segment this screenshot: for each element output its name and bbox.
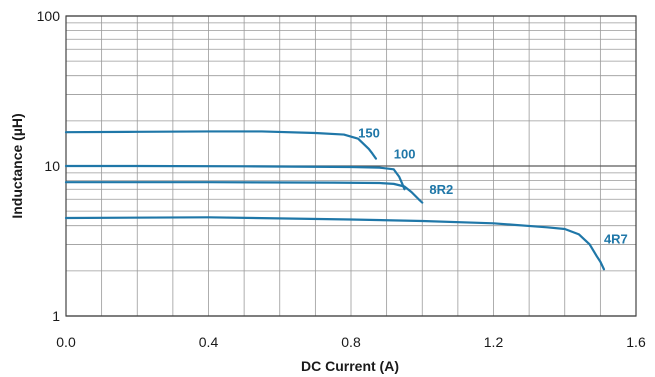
series-label-4r7: 4R7 xyxy=(604,231,628,246)
series-labels: 150 100 8R2 4R7 xyxy=(358,125,628,246)
series-label-100: 100 xyxy=(394,147,416,162)
series-lines xyxy=(64,130,606,271)
series-line-4r7 xyxy=(64,216,606,271)
series-label-150: 150 xyxy=(358,125,380,140)
y-tick-label: 10 xyxy=(44,158,60,174)
series-label-8r2: 8R2 xyxy=(429,182,453,197)
x-axis-title: DC Current (A) xyxy=(301,358,399,374)
grid xyxy=(65,15,637,317)
tick-labels: 0.0 0.4 0.8 1.2 1.6 1 10 100 xyxy=(37,8,646,350)
x-tick-label: 0.8 xyxy=(341,334,361,350)
x-tick-label: 0.4 xyxy=(199,334,219,350)
x-tick-label: 1.2 xyxy=(484,334,504,350)
x-tick-label: 0.0 xyxy=(56,334,76,350)
y-axis-title: Inductance (µH) xyxy=(9,113,25,218)
series-line-150 xyxy=(64,130,378,160)
y-tick-label: 1 xyxy=(52,308,60,324)
x-tick-label: 1.6 xyxy=(626,334,646,350)
series-line-8r2 xyxy=(64,181,424,204)
y-tick-label: 100 xyxy=(37,8,61,24)
series-line-100 xyxy=(64,164,406,191)
